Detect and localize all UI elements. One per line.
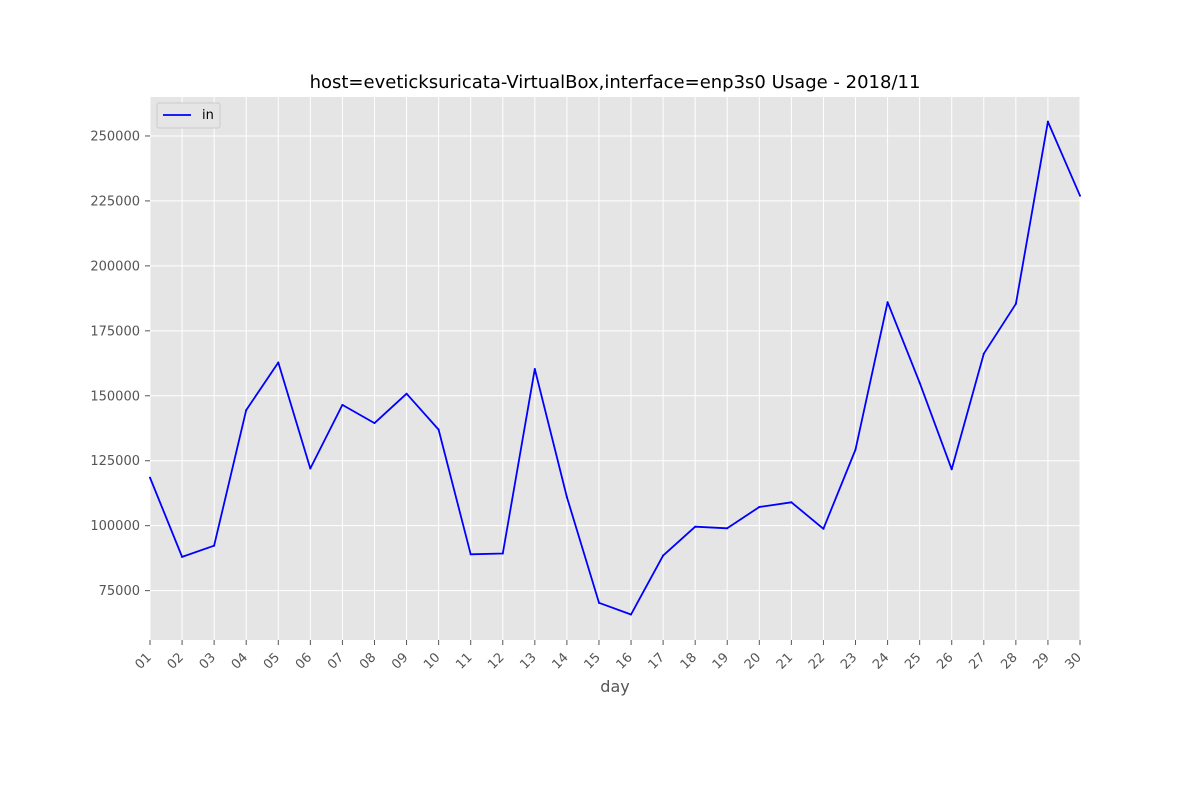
- series-line-in: [149, 120, 1081, 616]
- data-point: [726, 527, 729, 530]
- data-point: [1014, 302, 1017, 305]
- x-tick-label: 11: [453, 650, 475, 672]
- legend: in: [156, 102, 221, 129]
- x-tick-label: 17: [646, 650, 668, 672]
- chart-title: host=eveticksuricata-VirtualBox,interfac…: [310, 72, 921, 93]
- y-tick-label: 250000: [90, 129, 140, 144]
- data-point: [469, 553, 472, 556]
- data-point: [950, 468, 953, 471]
- data-point: [1079, 194, 1081, 197]
- x-tick-label: 13: [517, 650, 539, 672]
- x-tick-label: 29: [1030, 650, 1052, 672]
- data-point: [149, 476, 151, 479]
- plot-area: [150, 97, 1080, 640]
- x-tick-label: 23: [838, 650, 860, 672]
- x-tick-label: 15: [581, 650, 603, 672]
- x-tick-label: 16: [614, 650, 636, 672]
- data-point: [854, 448, 857, 451]
- y-tick-label: 175000: [90, 324, 140, 339]
- y-tick-label: 225000: [90, 194, 140, 209]
- y-tick-label: 125000: [90, 454, 140, 469]
- x-tick-label: 30: [1063, 650, 1085, 672]
- series-layer: [149, 120, 1081, 616]
- data-point: [597, 601, 600, 604]
- data-point: [437, 428, 440, 431]
- x-tick-label: 03: [197, 650, 219, 672]
- x-axis-ticks: 01 02 03 04 05 06 07 08 09 10 11 12 13 14 15 16 17 18 19 20…: [133, 640, 1085, 673]
- y-tick-label: 150000: [90, 389, 140, 404]
- x-tick-label: 18: [678, 650, 700, 672]
- data-point: [918, 381, 921, 384]
- x-tick-label: 19: [710, 650, 732, 672]
- x-tick-label: 01: [133, 650, 155, 672]
- data-point: [245, 409, 248, 412]
- data-point: [533, 368, 536, 371]
- x-tick-label: 10: [421, 650, 443, 672]
- data-point: [309, 467, 312, 470]
- data-point: [630, 613, 633, 616]
- data-point: [405, 392, 408, 395]
- data-point: [501, 552, 504, 555]
- data-point: [694, 525, 697, 528]
- data-point: [982, 352, 985, 355]
- x-tick-label: 21: [774, 650, 796, 672]
- x-tick-label: 22: [806, 650, 828, 672]
- x-tick-label: 02: [165, 650, 187, 672]
- x-axis-label: day: [600, 677, 629, 696]
- x-tick-label: 14: [549, 650, 571, 672]
- x-tick-label: 26: [934, 650, 956, 672]
- x-tick-label: 25: [902, 650, 924, 672]
- data-point: [373, 422, 376, 425]
- x-tick-label: 06: [293, 650, 315, 672]
- x-tick-label: 09: [389, 650, 411, 672]
- y-axis-ticks: 75000 100000 125000 150000 175000 200000 22500…: [90, 129, 150, 599]
- data-point: [662, 554, 665, 557]
- x-tick-label: 24: [870, 650, 892, 672]
- x-tick-label: 05: [261, 650, 283, 672]
- legend-label-in: in: [202, 108, 214, 123]
- data-point: [277, 361, 280, 364]
- x-tick-label: 27: [966, 650, 988, 672]
- data-point: [341, 403, 344, 406]
- y-tick-label: 100000: [90, 519, 140, 534]
- data-point: [790, 501, 793, 504]
- y-tick-label: 75000: [99, 584, 140, 599]
- data-point: [181, 555, 184, 558]
- x-tick-label: 04: [229, 650, 251, 672]
- data-point: [213, 544, 216, 547]
- x-tick-label: 08: [357, 650, 379, 672]
- data-point: [822, 527, 825, 530]
- x-tick-label: 28: [998, 650, 1020, 672]
- data-point: [1046, 120, 1049, 123]
- x-tick-label: 20: [742, 650, 764, 672]
- y-tick-label: 200000: [90, 259, 140, 274]
- data-point: [565, 496, 568, 499]
- x-tick-label: 12: [485, 650, 507, 672]
- data-point: [886, 301, 889, 304]
- data-point: [758, 505, 761, 508]
- x-tick-label: 07: [325, 650, 347, 672]
